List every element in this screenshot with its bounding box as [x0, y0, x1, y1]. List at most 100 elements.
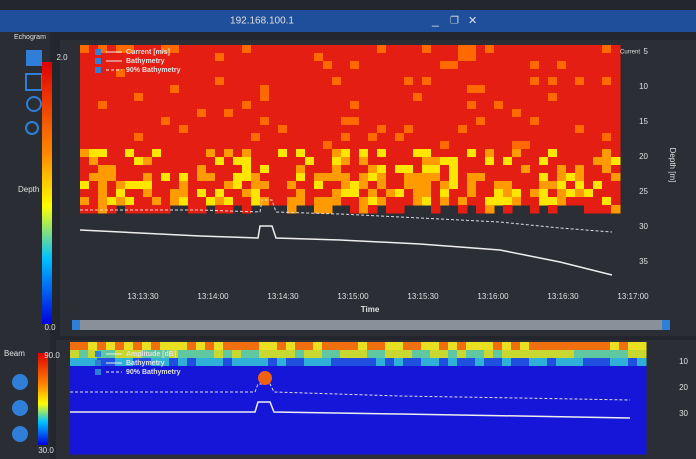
minimize-button[interactable]: _	[431, 13, 439, 27]
legend-checkbox[interactable]	[95, 360, 101, 366]
heatmap-cell	[592, 446, 602, 455]
heatmap-cell	[422, 69, 432, 78]
heatmap-cell	[430, 398, 440, 407]
heatmap-cell	[97, 342, 107, 351]
heatmap-cell	[151, 390, 161, 399]
heatmap-cell	[250, 430, 260, 439]
window-title: 192.168.100.1	[230, 16, 294, 27]
heatmap-cell	[412, 366, 422, 375]
filter-button[interactable]	[26, 50, 42, 66]
heatmap-cell	[467, 133, 477, 142]
heatmap-cell	[242, 149, 252, 158]
heatmap-cell	[107, 197, 117, 206]
heatmap-cell	[350, 125, 360, 134]
heatmap-cell	[530, 117, 540, 126]
heatmap-cell	[565, 422, 575, 431]
heatmap-cell	[386, 61, 396, 70]
heatmap-cell	[277, 366, 287, 375]
heatmap-cell	[331, 358, 341, 367]
heatmap-cell	[511, 374, 521, 383]
heatmap-cell	[394, 446, 404, 455]
heatmap-cell	[196, 358, 206, 367]
beam-2-button[interactable]	[12, 400, 28, 416]
heatmap-cell	[592, 390, 602, 399]
heatmap-cell	[476, 125, 486, 134]
heatmap-cell	[449, 117, 459, 126]
heatmap-cell	[296, 45, 306, 54]
heatmap-cell	[557, 125, 567, 134]
heatmap-cell	[448, 438, 458, 447]
heatmap-cell	[386, 173, 396, 182]
heatmap-cell	[584, 165, 594, 174]
heatmap-cell	[268, 438, 278, 447]
heatmap-cell	[278, 157, 288, 166]
heatmap-cell	[359, 181, 369, 190]
heatmap-cell	[143, 93, 153, 102]
legend-checkbox[interactable]	[95, 369, 101, 375]
scroll-handle[interactable]	[662, 320, 670, 330]
time-scrollbar[interactable]	[72, 320, 670, 330]
heatmap-cell	[178, 406, 188, 415]
beam-1-button[interactable]	[12, 374, 28, 390]
heatmap-cell	[422, 165, 432, 174]
heatmap-cell	[404, 189, 414, 198]
heatmap-cell	[557, 173, 567, 182]
heatmap-cell	[223, 422, 233, 431]
heatmap-cell	[80, 53, 90, 62]
heatmap-cell	[115, 422, 125, 431]
heatmap-cell	[368, 197, 378, 206]
heatmap-cell	[313, 422, 323, 431]
heatmap-cell	[395, 109, 405, 118]
heatmap-cell	[377, 157, 387, 166]
heatmap-cell	[385, 366, 395, 375]
heatmap-cell	[458, 165, 468, 174]
scroll-handle[interactable]	[72, 320, 80, 330]
heatmap-cell	[637, 398, 647, 407]
heatmap-cell	[206, 149, 216, 158]
heatmap-cell	[151, 430, 161, 439]
heatmap-cell	[530, 157, 540, 166]
heatmap-cell	[449, 189, 459, 198]
heatmap-cell	[557, 109, 567, 118]
heatmap-cell	[556, 406, 566, 415]
heatmap-cell	[170, 77, 180, 86]
beam-3-button[interactable]	[12, 426, 28, 442]
heatmap-cell	[584, 61, 594, 70]
heatmap-cell	[232, 406, 242, 415]
heatmap-cell	[485, 125, 495, 134]
heatmap-cell	[323, 61, 333, 70]
heatmap-cell	[340, 358, 350, 367]
close-button[interactable]: ✕	[468, 15, 477, 27]
restore-button[interactable]: ❐	[450, 16, 459, 27]
heatmap-cell	[574, 342, 584, 351]
heatmap-cell	[259, 390, 269, 399]
heatmap-cell	[268, 342, 278, 351]
heatmap-cell	[125, 85, 135, 94]
legend-checkbox[interactable]	[95, 58, 101, 64]
heatmap-cell	[305, 45, 315, 54]
legend-checkbox[interactable]	[95, 49, 101, 55]
heatmap-cell	[476, 117, 486, 126]
heatmap-cell	[529, 438, 539, 447]
heatmap-cell	[331, 366, 341, 375]
heatmap-cell	[376, 430, 386, 439]
heatmap-cell	[197, 53, 207, 62]
heatmap-cell	[458, 61, 468, 70]
heatmap-cell	[80, 149, 90, 158]
heatmap-cell	[466, 350, 476, 359]
heatmap-cell	[260, 133, 270, 142]
heatmap-cell	[466, 446, 476, 455]
heatmap-cell	[70, 390, 80, 399]
heatmap-cell	[350, 157, 360, 166]
heatmap-cell	[440, 141, 450, 150]
heatmap-cell	[259, 430, 269, 439]
legend-checkbox[interactable]	[95, 67, 101, 73]
heatmap-cell	[539, 109, 549, 118]
heatmap-cell	[322, 358, 332, 367]
heatmap-cell	[143, 133, 153, 142]
heatmap-cell	[340, 374, 350, 383]
heatmap-cell	[602, 165, 612, 174]
heatmap-cell	[305, 93, 315, 102]
heatmap-cell	[250, 366, 260, 375]
legend-checkbox[interactable]	[95, 351, 101, 357]
